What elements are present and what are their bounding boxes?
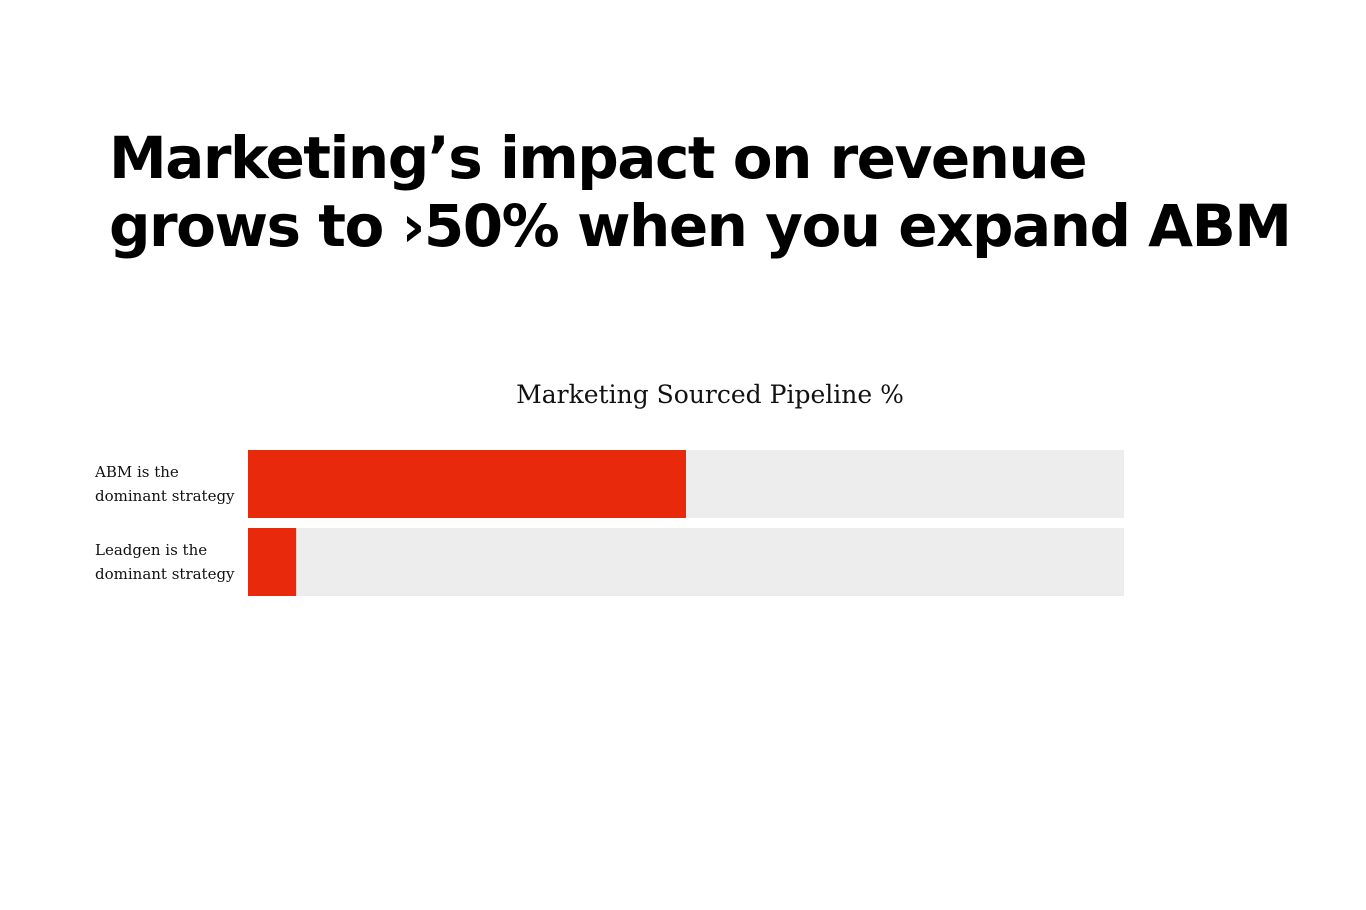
headline-line-1: Marketing’s impact on revenue <box>109 124 1088 192</box>
category-label-1-line-2: dominant strategy <box>95 487 235 505</box>
category-label-2-line-2: dominant strategy <box>95 565 235 583</box>
headline: Marketing’s impact on revenue grows to ›… <box>109 124 1309 260</box>
bar-2 <box>248 528 297 596</box>
category-label-2: Leadgen is the dominant strategy <box>95 541 235 583</box>
headline-line-2: grows to ›50% when you expand ABM <box>109 192 1292 260</box>
category-label-1: ABM is the dominant strategy <box>94 463 235 505</box>
chart-title-wrapper: Marketing Sourced Pipeline % <box>0 380 1366 409</box>
bar-1 <box>248 450 686 518</box>
category-label-2-line-1: Leadgen is the <box>95 541 207 559</box>
chart-title: Marketing Sourced Pipeline % <box>516 380 904 409</box>
bar-track-2 <box>248 528 1124 596</box>
category-label-1-line-1: ABM is the <box>94 463 179 481</box>
